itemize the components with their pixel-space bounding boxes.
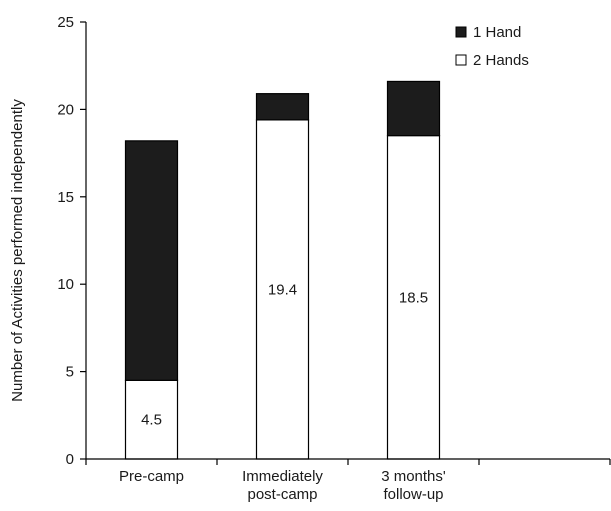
data-label: 4.5 [141,412,162,429]
y-tick-label: 5 [66,364,74,381]
y-tick-label: 0 [66,451,74,468]
bar-segment-1-hand [255,93,310,121]
y-axis-title: Number of Activities performed independe… [9,99,26,402]
y-tick-label: 15 [57,189,74,206]
y-tick-label: 10 [57,276,74,293]
bar-segment-1-hand [124,140,179,381]
x-category-label: post-camp [247,486,317,503]
x-category-label: Immediately [242,468,323,485]
x-category-label: Pre-camp [119,468,184,485]
y-tick-label: 20 [57,101,74,118]
x-category-label: follow-up [383,486,443,503]
x-category-label: 3 months' [381,468,446,485]
data-label: 18.5 [399,289,428,306]
bar-segment-2-hands [255,119,310,460]
legend-swatch-2-hands [455,54,467,66]
bar-segment-2-hands [386,135,441,460]
bar-segment-1-hand [386,80,441,137]
data-label: 19.4 [268,281,297,298]
legend-swatch-1-hand [455,26,467,38]
legend-label: 2 Hands [473,52,529,69]
legend-label: 1 Hand [473,24,521,41]
y-tick-label: 25 [57,14,74,31]
